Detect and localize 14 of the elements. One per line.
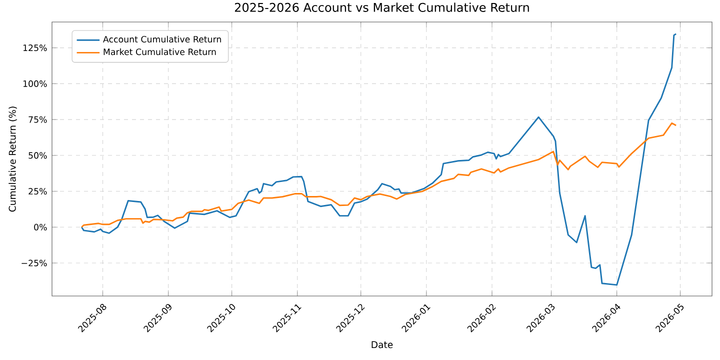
y-tick-label: 100%	[23, 80, 47, 87]
x-axis-title: Date	[372, 341, 393, 348]
y-tick-label: 75%	[28, 116, 47, 123]
chart-title: 2025-2026 Account vs Market Cumulative Return	[234, 2, 529, 12]
line-series	[80, 33, 677, 286]
y-tick-label: −25%	[22, 260, 47, 266]
legend-label: Account Cumulative Return	[103, 36, 221, 43]
y-axis-title: Cumulative Return (%)	[8, 106, 17, 212]
line-series	[80, 122, 677, 228]
y-tick-label: 25%	[28, 188, 47, 195]
y-tick-label: 0%	[34, 224, 47, 230]
legend-label: Market Cumulative Return	[104, 48, 216, 56]
y-tick-label: 125%	[23, 44, 47, 52]
y-tick-label: 50%	[28, 152, 47, 159]
